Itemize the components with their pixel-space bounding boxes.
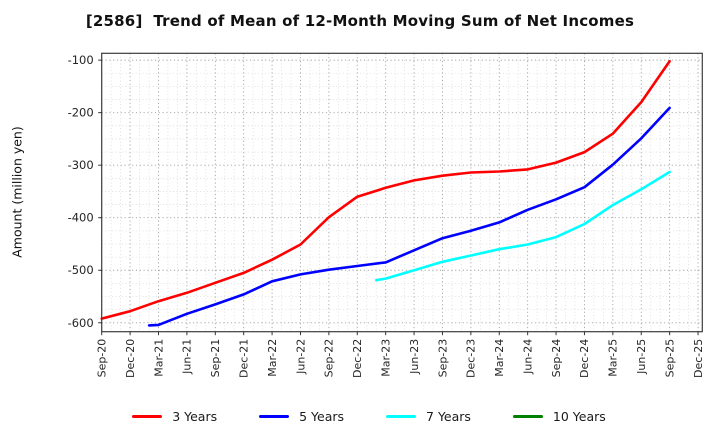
axis-frame [98, 52, 703, 336]
x-tick-label: Mar-21 [152, 339, 165, 377]
y-tick-label: -600 [68, 316, 94, 330]
x-tick-label: Sep-23 [436, 339, 449, 378]
legend-item-5-years: 5 Years [259, 409, 344, 424]
y-axis-label: Amount (million yen) [9, 126, 25, 258]
y-tick-label: -500 [68, 263, 94, 277]
x-tick-label: Sep-24 [550, 339, 563, 378]
chart-title: [2586] Trend of Mean of 12-Month Moving … [85, 12, 635, 30]
legend-item-10-years: 10 Years [512, 408, 606, 424]
legend-label-3-years: 3 Years [172, 408, 218, 424]
y-tick-label: -200 [68, 106, 94, 120]
x-tick-label: Jun-25 [635, 339, 648, 375]
y-tick-label: -100 [68, 53, 94, 67]
series-5-years [147, 106, 671, 327]
x-tick-label: Sep-20 [96, 339, 109, 378]
y-tick-label: -400 [68, 211, 94, 225]
x-tick-label: Mar-22 [266, 339, 279, 377]
x-tick-label: Dec-24 [578, 339, 591, 378]
legend-line-3-years-icon [132, 414, 163, 418]
x-tick-label: Mar-23 [379, 339, 392, 377]
legend-line-10-years-icon [512, 414, 543, 418]
legend-item-3-years: 3 Years [132, 409, 217, 424]
legend-label-7-years: 7 Years [426, 408, 471, 424]
x-tick-label: Dec-21 [237, 339, 250, 378]
x-tick-label: Dec-25 [692, 339, 705, 378]
x-tick-labels: Sep-20 Dec-20 Mar-21 Jun-21 Sep-21 Dec-21 Mar-… [96, 339, 705, 378]
legend-line-5-years-icon [259, 414, 290, 418]
grid-major [101, 53, 703, 332]
x-tick-label: Jun-24 [521, 339, 534, 375]
x-tick-label: Jun-23 [408, 339, 421, 375]
series-7-years [374, 170, 671, 282]
legend-label-5-years: 5 Years [299, 408, 345, 424]
grid-minor [101, 53, 703, 332]
x-tick-label: Jun-21 [181, 339, 194, 375]
x-tick-label: Sep-21 [209, 339, 222, 378]
x-tick-label: Dec-20 [124, 339, 137, 378]
x-tick-label: Dec-23 [465, 339, 478, 378]
x-tick-label: Mar-24 [493, 339, 506, 377]
legend: 3 Years 5 Years 7 Years 10 Years [0, 404, 720, 428]
x-tick-label: Mar-25 [607, 339, 620, 377]
y-tick-label: -300 [68, 158, 94, 172]
x-tick-label: Sep-25 [663, 339, 676, 378]
legend-line-7-years-icon [386, 414, 417, 418]
x-tick-label: Sep-22 [323, 339, 336, 378]
x-tick-label: Dec-22 [351, 339, 364, 378]
y-tick-labels: -100 -200 -300 -400 -500 -600 [68, 53, 94, 330]
x-tick-label: Jun-22 [294, 339, 307, 375]
legend-item-7-years: 7 Years [386, 409, 471, 424]
legend-label-10-years: 10 Years [552, 408, 606, 424]
series-3-years [100, 59, 671, 320]
